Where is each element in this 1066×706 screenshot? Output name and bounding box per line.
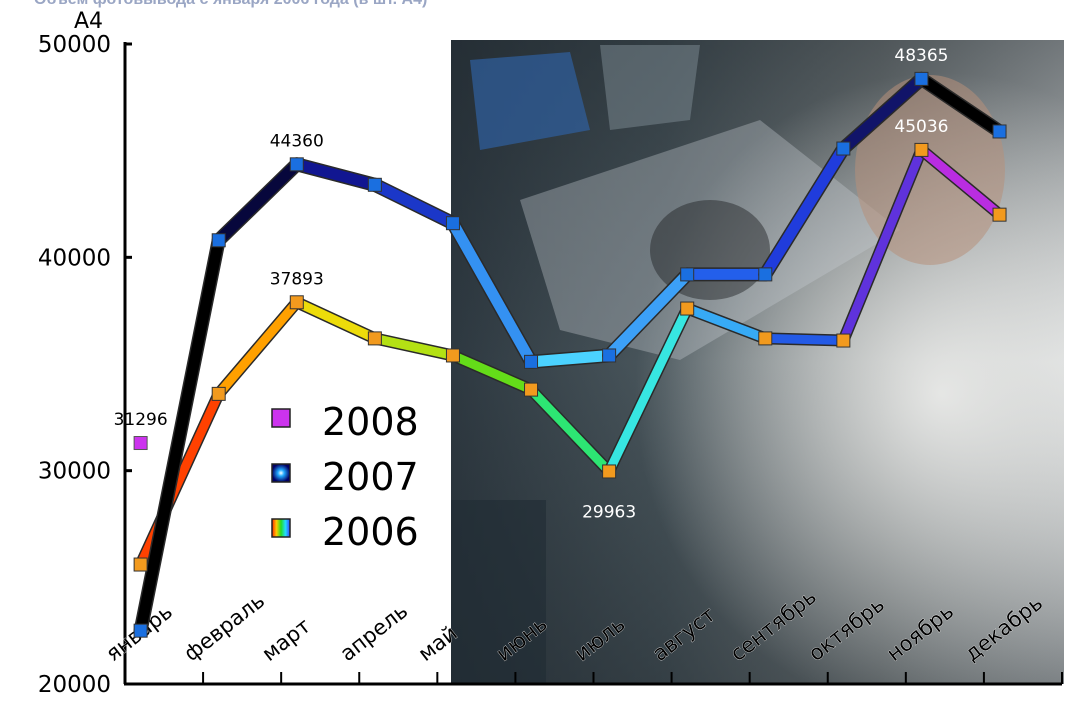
data-label: 29963: [582, 502, 636, 522]
series-2007-segment: [525, 349, 615, 368]
series-2007-segment: [135, 234, 225, 637]
series-2007-point: [367, 177, 382, 192]
series-2006-segment: [604, 304, 692, 476]
series-2006-point: [211, 386, 226, 401]
series-2006-point: [680, 301, 695, 316]
series-2006-point: [914, 142, 929, 157]
data-label: 44360: [270, 131, 324, 151]
series-2007-segment: [915, 73, 1006, 137]
series-2006-segment: [370, 333, 458, 360]
y-tick-label: 20000: [38, 672, 111, 698]
series-2007-point: [211, 233, 226, 248]
legend-swatch-2008: [271, 408, 291, 428]
series-2006-segment: [214, 297, 302, 399]
series-2006-point: [367, 331, 382, 346]
series-2006-segment: [838, 145, 926, 346]
data-label: 37893: [270, 269, 324, 289]
y-tick-label: 30000: [38, 459, 111, 485]
series-2006-segment: [292, 297, 380, 343]
legend-swatch-2007: [271, 463, 291, 483]
series-2007-point: [758, 267, 773, 282]
series-2006-point: [524, 382, 539, 397]
legend-swatch-2006: [271, 518, 291, 538]
series-2007-point: [524, 354, 539, 369]
series-2007-segment: [369, 179, 459, 229]
series-lines: [133, 71, 1007, 638]
series-2007-segment: [213, 158, 303, 246]
series-2006-point: [602, 464, 617, 479]
series-2007-point: [445, 216, 460, 231]
series-2006-segment: [682, 304, 770, 343]
background-photo: [451, 40, 1064, 684]
x-tick-label: февраль: [179, 588, 269, 666]
series-2007-segment: [837, 73, 927, 155]
legend-label-2007: 2007: [322, 455, 419, 499]
data-labels: 31296 44360 48365 37893 29963 45036: [114, 46, 949, 523]
series-2007-segment: [447, 217, 537, 368]
series-2006-point: [289, 295, 304, 310]
legend: 2008 2007 2006: [271, 400, 419, 554]
series-2007-segment: [291, 158, 381, 191]
series-2006-segment: [916, 145, 1005, 220]
series-2007-point: [836, 141, 851, 156]
series-2007-point: [602, 348, 617, 363]
series-2007-point: [133, 623, 148, 638]
series-2006-point: [992, 207, 1007, 222]
series-2006-segment: [526, 385, 614, 476]
series-2007-point: [680, 267, 695, 282]
series-2006-point: [133, 557, 148, 572]
series-2007-segment: [603, 268, 693, 361]
series-2007-point: [289, 157, 304, 172]
series-2007-point: [992, 124, 1007, 139]
series-2006-point: [445, 348, 460, 363]
legend-label-2008: 2008: [322, 400, 419, 444]
data-label: 31296: [114, 410, 168, 430]
chart-title: Объем фотовывода с января 2006 года (в ш…: [34, 0, 427, 9]
x-tick-label: апрель: [336, 599, 413, 666]
series-2006-segment: [448, 350, 536, 395]
legend-label-2006: 2006: [322, 510, 419, 554]
data-label: 45036: [894, 117, 948, 137]
series-2007-point: [914, 71, 929, 86]
series-markers: [133, 71, 1007, 638]
series-2008-point: [133, 436, 148, 451]
data-label: 48365: [894, 46, 948, 66]
series-2007-segment: [759, 143, 849, 280]
series-2006-point: [836, 333, 851, 348]
y-tick-label: 50000: [38, 32, 111, 58]
series-2006-point: [758, 331, 773, 346]
x-tick-label: март: [257, 614, 315, 666]
y-axis-label: А4: [74, 9, 103, 34]
series-2006-segment: [760, 333, 848, 346]
y-tick-label: 40000: [38, 245, 111, 271]
